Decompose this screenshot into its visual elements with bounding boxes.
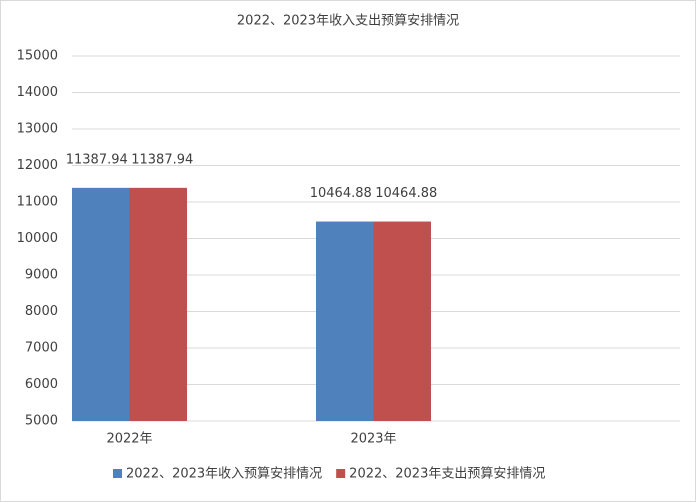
bar — [316, 221, 374, 421]
bar — [373, 221, 431, 421]
data-label: 11387.94 — [131, 152, 193, 167]
y-tick-label: 11000 — [17, 195, 58, 210]
y-tick-label: 14000 — [17, 85, 58, 100]
y-tick-label: 6000 — [25, 377, 58, 392]
y-tick-label: 7000 — [25, 341, 58, 356]
legend-swatch — [113, 469, 122, 478]
y-tick-label: 5000 — [25, 414, 58, 429]
y-tick-label: 8000 — [25, 304, 58, 319]
bar — [129, 187, 187, 421]
y-tick-label: 9000 — [25, 268, 58, 283]
y-tick-label: 10000 — [17, 231, 58, 246]
x-tick-label: 2023年 — [350, 432, 396, 447]
data-label: 10464.88 — [375, 186, 437, 201]
legend-label: 2022、2023年支出预算安排情况 — [349, 467, 545, 482]
data-label: 10464.88 — [310, 186, 372, 201]
legend-label: 2022、2023年收入预算安排情况 — [126, 467, 322, 482]
y-tick-label: 13000 — [17, 122, 58, 137]
y-tick-label: 15000 — [17, 49, 58, 64]
y-tick-label: 12000 — [17, 158, 58, 173]
x-tick-label: 2022年 — [106, 432, 152, 447]
legend-swatch — [336, 469, 346, 478]
bar — [72, 187, 130, 421]
chart-title: 2022、2023年收入支出预算安排情况 — [237, 14, 459, 29]
data-label: 11387.94 — [66, 152, 128, 167]
